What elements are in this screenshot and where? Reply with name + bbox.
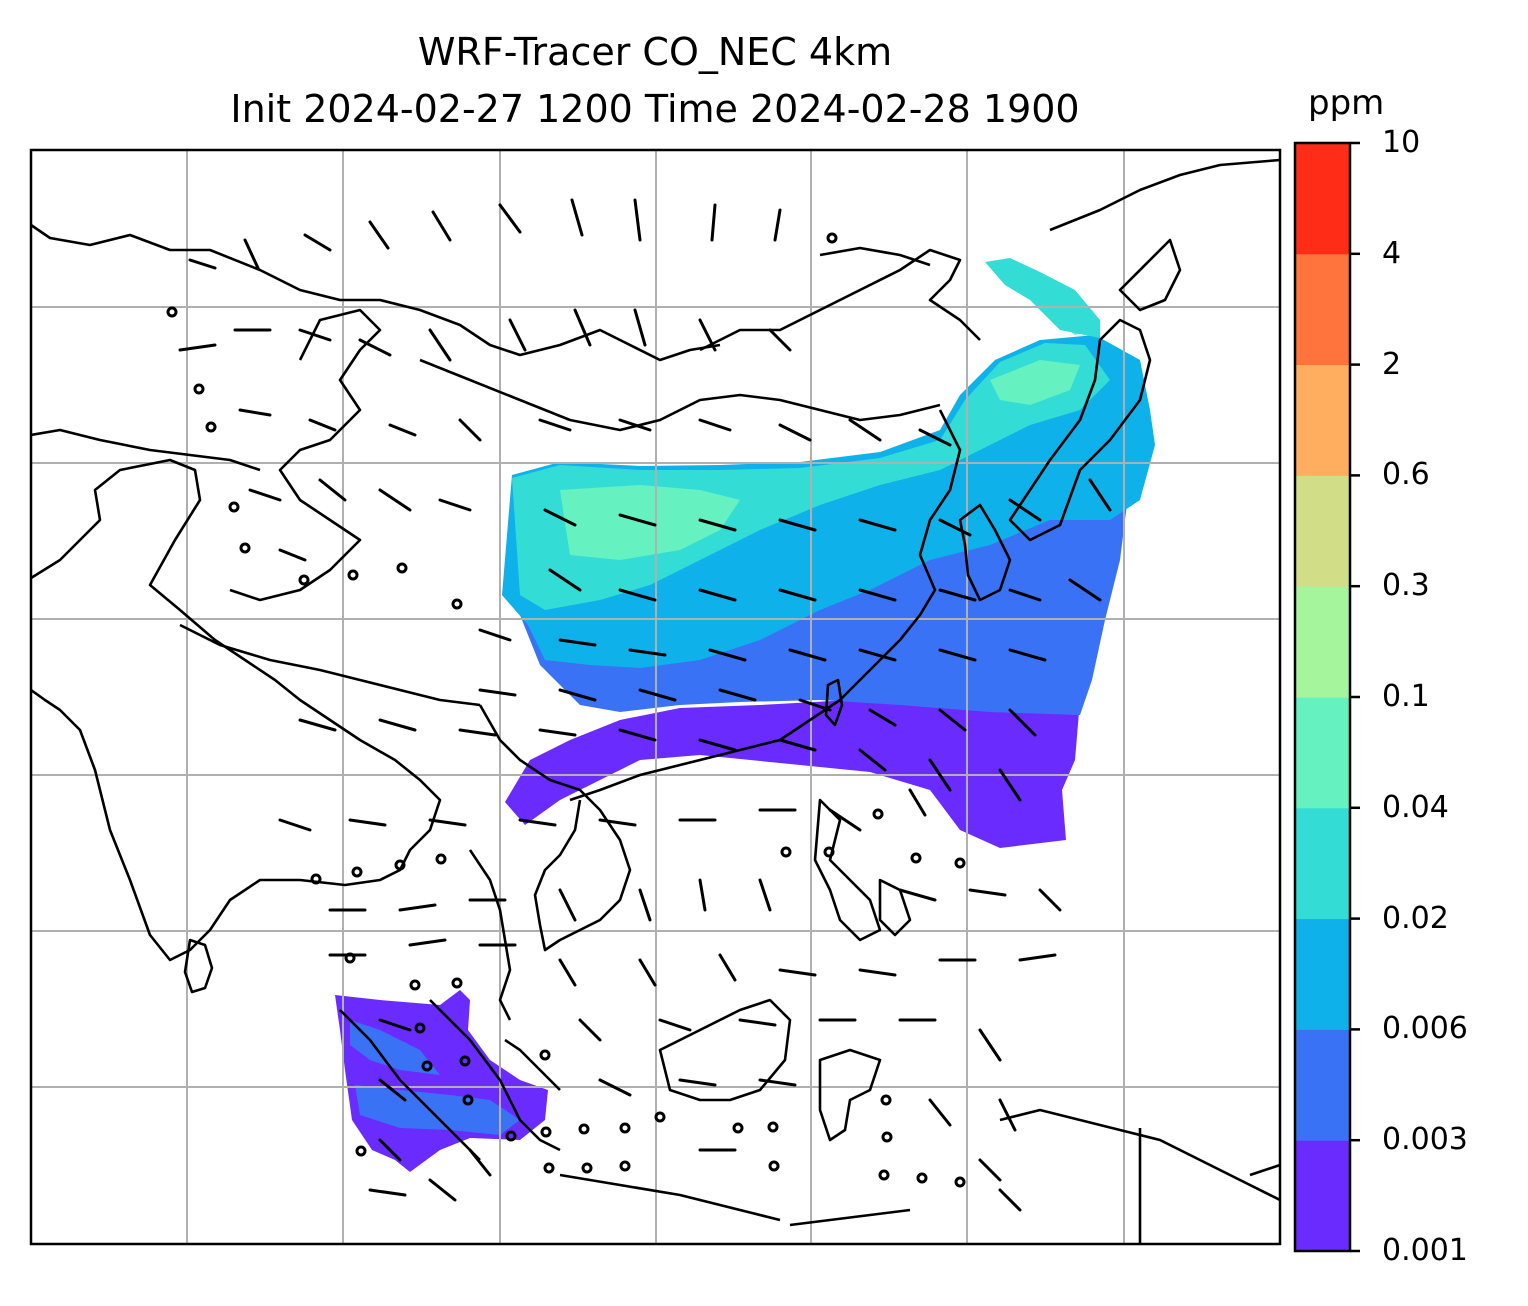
colorbar-band [1295,1029,1350,1141]
colorbar-ticks [1350,141,1360,1253]
colorbar-band [1295,586,1350,698]
wind-barbs [178,198,1112,1212]
map-title-line2: Init 2024-02-27 1200 Time 2024-02-28 190… [230,87,1080,131]
colorbar-tick-label: 10 [1382,125,1421,160]
colorbar-tick-label: 0.6 [1382,457,1430,493]
colorbar-tick-label: 0.02 [1382,900,1449,936]
plume-lowest [505,695,1080,848]
colorbar-tick-label: 0.001 [1382,1233,1468,1268]
colorbar-band [1295,918,1350,1030]
colorbar-band [1295,697,1350,809]
colorbar-tick-label: 0.1 [1382,679,1430,714]
colorbar-band [1295,253,1350,366]
colorbar-bands [1295,143,1350,1252]
colorbar-unit-label: ppm [1308,83,1385,123]
colorbar-band [1295,1140,1350,1252]
colorbar-tick-label: 2 [1382,346,1402,382]
colorbar-tick-label: 0.003 [1382,1122,1468,1158]
colorbar-tick-label: 0.3 [1382,568,1430,604]
colorbar-tick-label: 4 [1382,235,1402,271]
colorbar-band [1295,143,1350,255]
calm-wind-circles [166,232,966,1188]
colorbar-tick-label: 0.04 [1382,789,1449,825]
colorbar-band [1295,807,1350,920]
colorbar-tick-label: 0.006 [1382,1011,1468,1047]
map-title-line1: WRF-Tracer CO_NEC 4km [417,30,893,74]
graticule [31,150,1280,1244]
colorbar-band [1295,475,1350,587]
map-frame [29,148,1282,1246]
colorbar-band [1295,364,1350,476]
